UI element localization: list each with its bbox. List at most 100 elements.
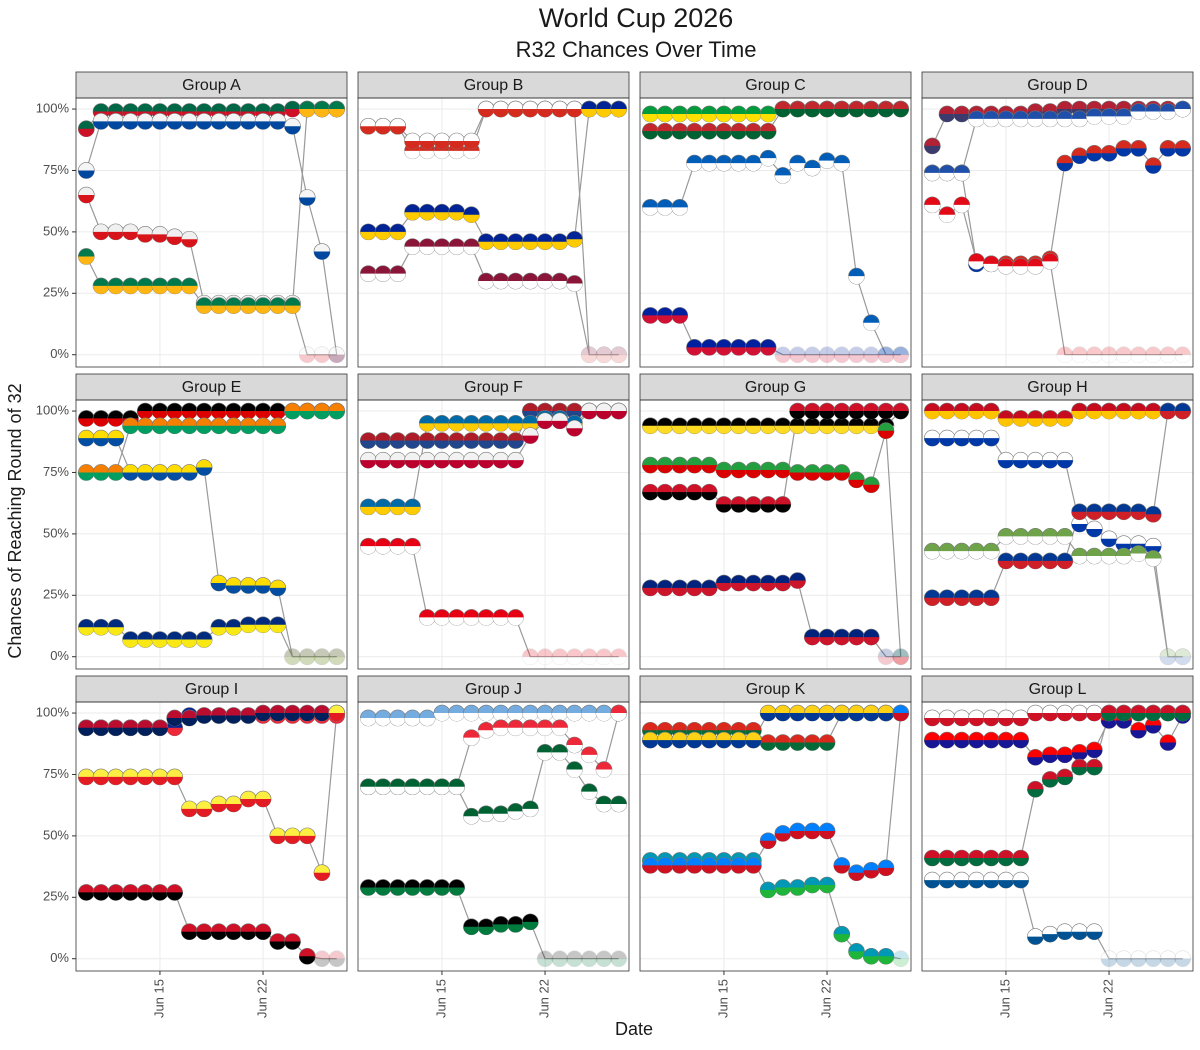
flag-marker <box>507 233 524 251</box>
panel-strip <box>639 373 912 401</box>
flag-bottom <box>968 857 985 866</box>
flag-marker <box>477 721 495 739</box>
flag-bottom <box>1101 116 1118 125</box>
flag-marker <box>953 164 971 182</box>
flag-marker <box>477 432 495 449</box>
flag-bottom <box>877 354 894 363</box>
flag-marker <box>389 879 407 896</box>
panel-title: Group E <box>182 379 242 396</box>
flag-marker <box>1144 950 1162 968</box>
flag-marker <box>566 736 583 754</box>
flag-bottom <box>375 231 392 240</box>
panel-border <box>75 701 348 972</box>
flag-bottom <box>1159 111 1176 120</box>
flag-bottom <box>1042 460 1059 469</box>
flag-bottom <box>313 109 330 118</box>
flag-marker <box>877 100 895 118</box>
flag-marker <box>715 122 733 140</box>
flag-marker <box>566 419 583 437</box>
flag-marker <box>715 574 733 592</box>
flag-top <box>595 346 613 364</box>
flag-bottom <box>551 958 568 967</box>
panel-border <box>639 701 912 972</box>
flag-marker <box>136 464 154 481</box>
flag-bottom <box>745 740 762 749</box>
flag-bottom <box>240 585 257 594</box>
flag-bottom <box>313 958 330 967</box>
flag-bottom <box>137 285 154 294</box>
flag-marker <box>686 731 703 749</box>
flag-marker <box>1159 950 1177 968</box>
flag-marker <box>1027 257 1044 275</box>
flag-marker <box>181 277 198 295</box>
flag-bottom <box>181 239 198 248</box>
flag-marker <box>1071 503 1088 521</box>
panel-strip <box>357 71 630 99</box>
panel: Group C <box>639 71 912 368</box>
flag-marker <box>804 417 821 435</box>
flag-bottom <box>537 727 554 736</box>
flag-marker <box>404 879 421 896</box>
flag-marker <box>968 110 985 128</box>
flag-bottom <box>1174 656 1191 665</box>
flag-bottom <box>107 627 124 636</box>
flag-top <box>862 346 880 364</box>
flag-bottom <box>1174 411 1191 420</box>
flag-bottom <box>1086 749 1103 758</box>
flag-bottom <box>1027 936 1044 945</box>
flag-marker <box>404 709 421 727</box>
flag-marker <box>833 628 851 646</box>
flag-marker <box>122 464 139 481</box>
flag-marker <box>877 704 895 722</box>
flag-bottom <box>419 617 436 626</box>
flag-bottom <box>745 131 762 140</box>
flag-marker <box>181 113 198 130</box>
flag-bottom <box>745 163 762 172</box>
flag-marker <box>715 857 733 874</box>
flag-marker <box>877 402 895 420</box>
flag-bottom <box>404 786 421 795</box>
flag-bottom <box>566 109 583 118</box>
flag-bottom <box>93 472 110 481</box>
flag-bottom <box>595 803 612 812</box>
flag-marker <box>580 746 598 764</box>
flag-marker <box>284 648 301 666</box>
flag-marker <box>389 451 407 469</box>
flag-marker <box>745 461 762 479</box>
flag-bottom <box>225 803 242 812</box>
flag-marker <box>240 707 257 724</box>
flag-marker <box>566 950 583 968</box>
flag-bottom <box>1012 460 1029 469</box>
flag-marker <box>1115 402 1133 420</box>
flag-bottom <box>1012 266 1029 275</box>
flag-marker <box>210 618 228 636</box>
flag-bottom <box>107 727 124 736</box>
flag-bottom <box>1130 411 1147 420</box>
flag-bottom <box>375 506 392 515</box>
panel-border <box>921 399 1194 670</box>
flag-bottom <box>715 131 732 140</box>
flag-bottom <box>1012 536 1029 545</box>
flag-bottom <box>939 857 956 866</box>
flag-marker <box>313 648 331 666</box>
flag-marker <box>225 297 242 314</box>
flag-bottom <box>225 121 242 130</box>
flag-marker <box>1159 648 1177 666</box>
flag-bottom <box>328 713 345 722</box>
flag-bottom <box>122 727 139 736</box>
flag-marker <box>745 857 762 874</box>
flag-bottom <box>566 283 583 292</box>
flag-bottom <box>1012 717 1029 726</box>
flag-bottom <box>581 713 598 722</box>
flag-bottom <box>93 231 110 240</box>
flag-marker <box>774 734 792 751</box>
flag-marker <box>1115 704 1133 722</box>
flag-marker <box>671 199 689 216</box>
flag-bottom <box>137 639 154 648</box>
flag-marker <box>789 704 806 722</box>
flag-top <box>522 648 539 666</box>
flag-bottom <box>166 892 183 901</box>
flag-marker <box>254 923 272 940</box>
flag-marker <box>92 884 110 901</box>
flag-bottom <box>595 411 612 420</box>
